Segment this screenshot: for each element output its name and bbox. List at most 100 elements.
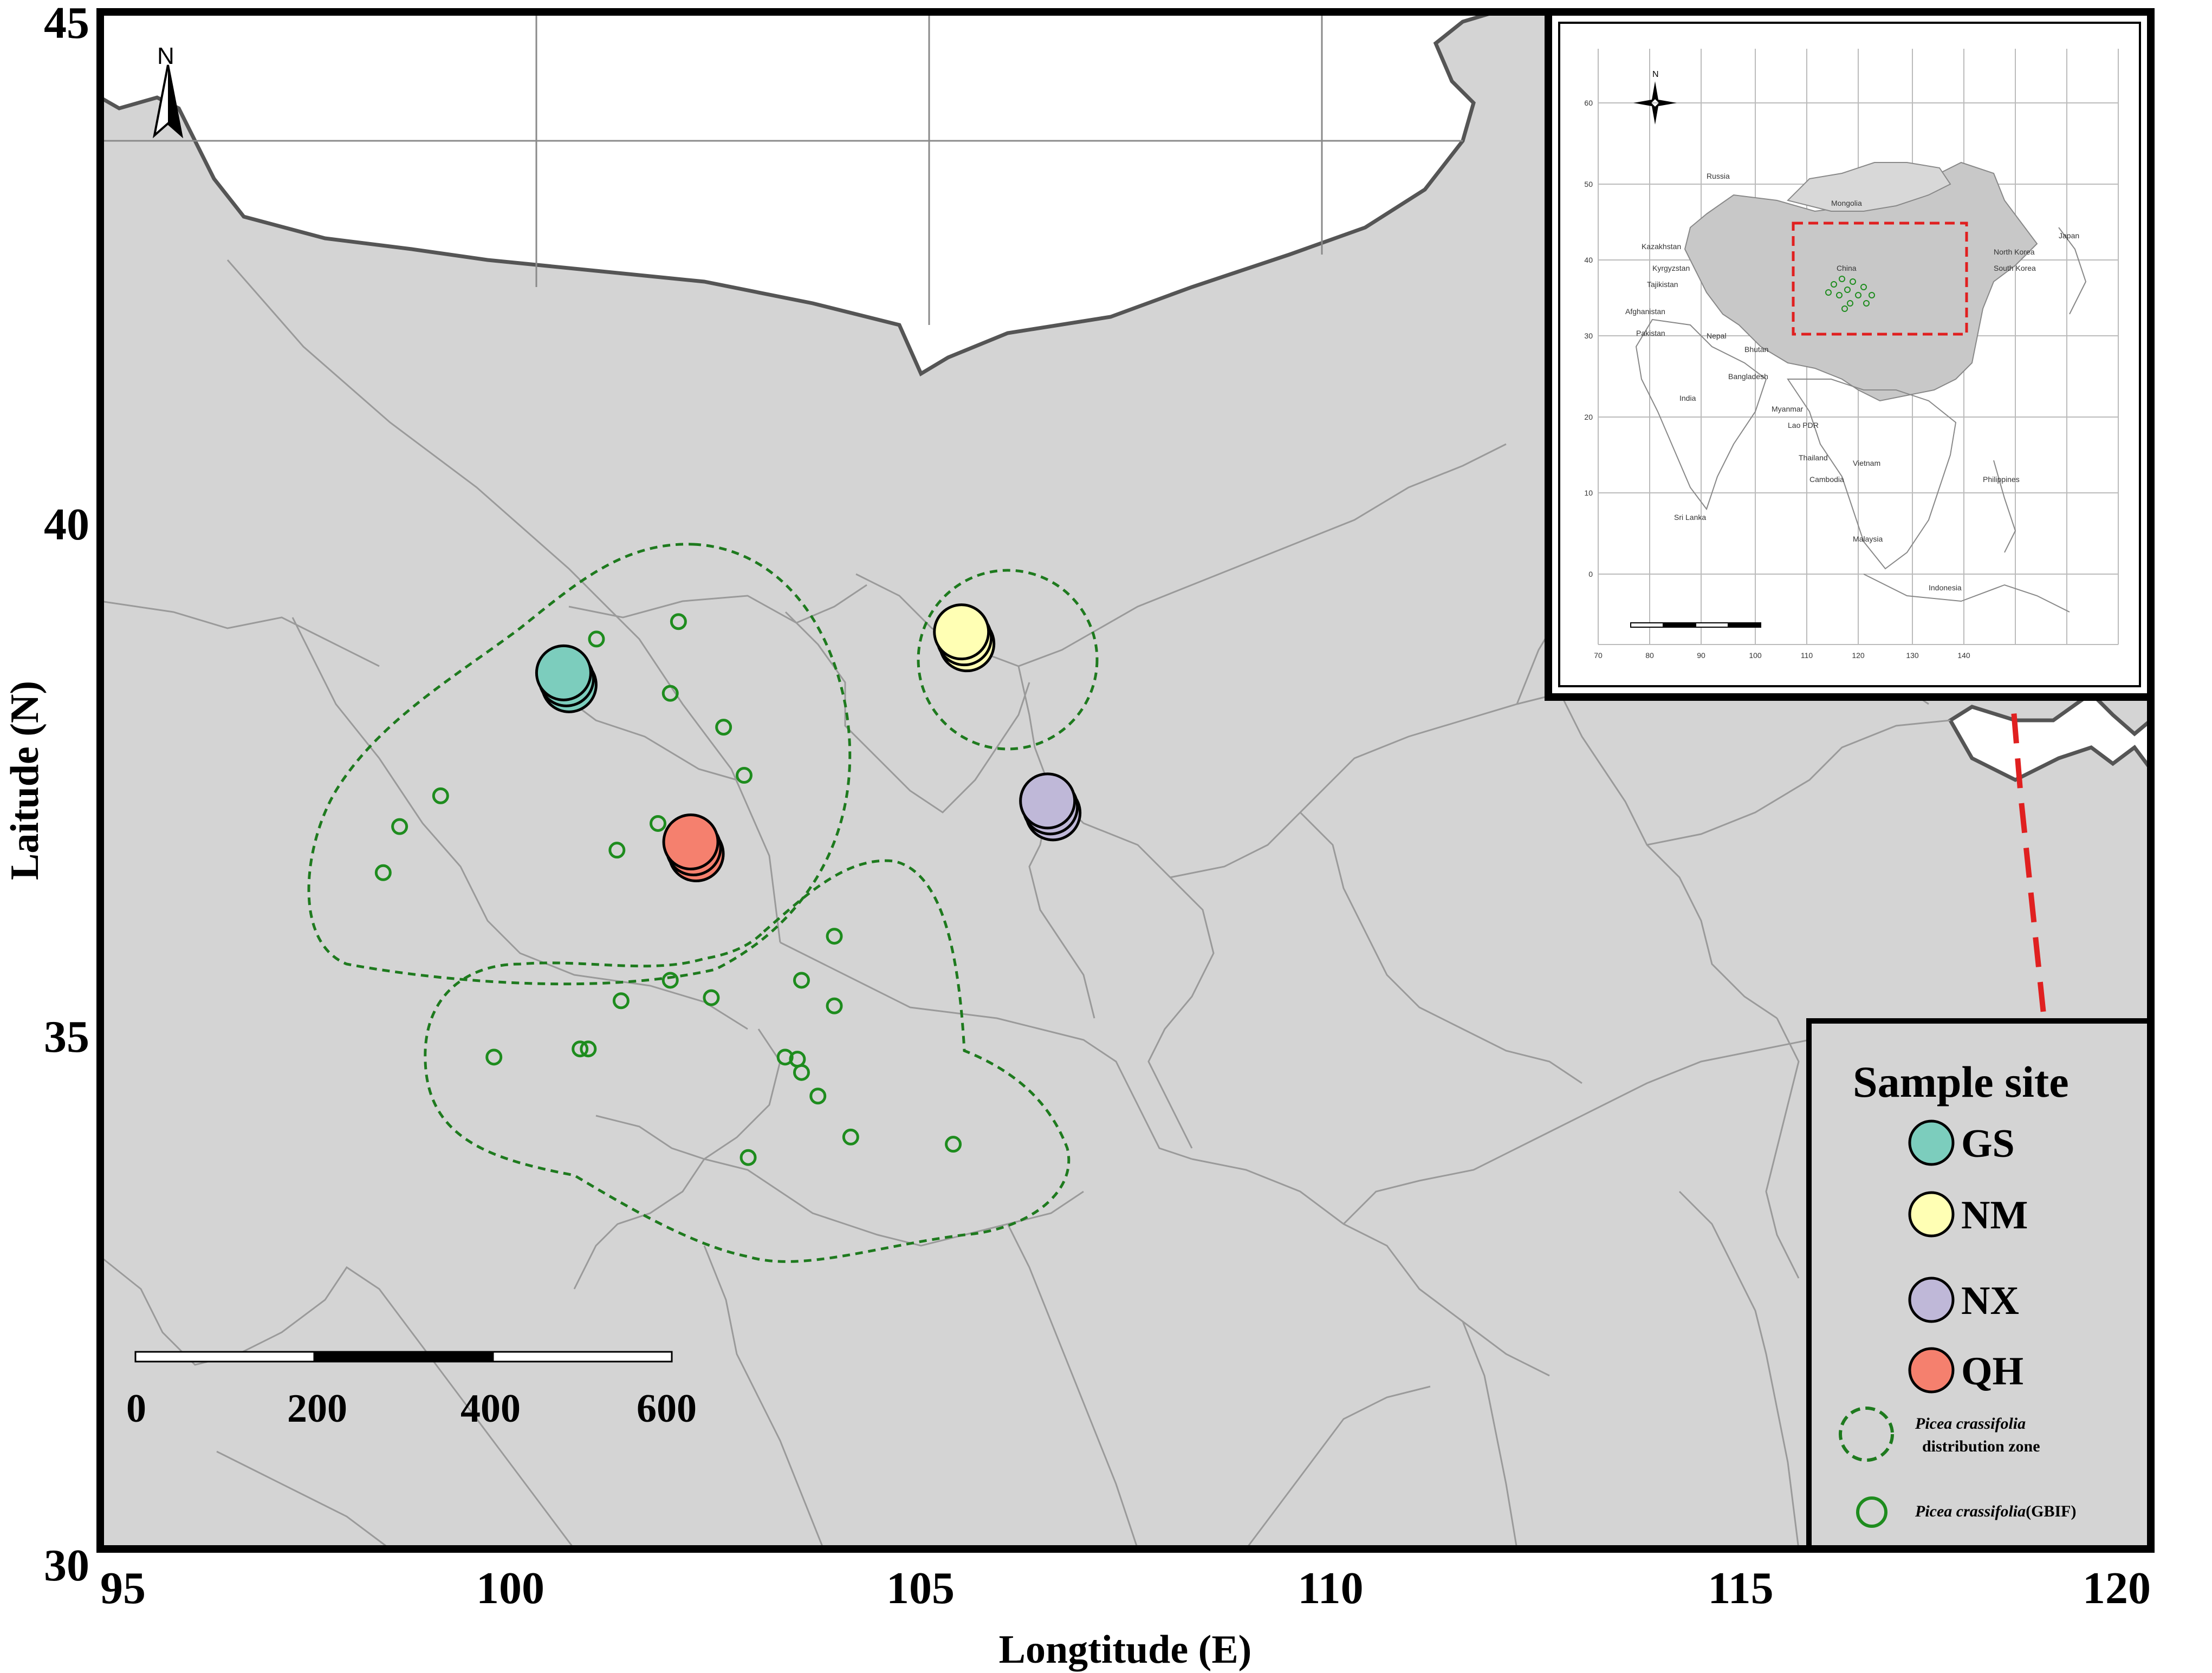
- inset-lon-tick: 80: [1645, 651, 1654, 660]
- inset-country-label: Japan: [2059, 231, 2079, 240]
- inset-study-area: [1792, 222, 1968, 336]
- scale-label-200: 200: [287, 1386, 347, 1431]
- legend-site-label: NM: [1961, 1193, 2028, 1238]
- inset-lat-tick: 60: [1584, 99, 1593, 107]
- inset-country-label: Cambodia: [1809, 475, 1844, 484]
- inset-lon-tick: 120: [1852, 651, 1865, 660]
- legend-gbif-icon: [1856, 1496, 1887, 1528]
- x-tick-label: 110: [1298, 1563, 1363, 1613]
- inset-country-label: Indonesia: [1929, 583, 1962, 592]
- gbif-point: [650, 815, 667, 832]
- distribution-zones: [307, 543, 1099, 1263]
- inset-labels: Mongolia China India Nepal Bhutan Bangladesh M…: [1584, 99, 2079, 660]
- inset-graticule: [1598, 49, 2119, 645]
- y-axis-ticks: 30 35 40 45: [44, 0, 89, 1591]
- gbif-points: [374, 613, 962, 1166]
- inset-country-label: Tajikistan: [1647, 280, 1678, 289]
- legend-title: Sample site: [1853, 1057, 2069, 1106]
- gbif-point: [703, 989, 720, 1006]
- y-tick-label: 35: [44, 1012, 89, 1062]
- gbif-point: [572, 1040, 589, 1058]
- legend-site-label: NX: [1961, 1279, 2019, 1323]
- gbif-point: [374, 864, 392, 881]
- y-tick-label: 30: [44, 1540, 89, 1591]
- inset-mongolia: [1787, 162, 1951, 212]
- inset-north-icon: N: [1633, 70, 1677, 125]
- scale-bar: 0 200 400 600: [126, 1351, 697, 1431]
- gbif-point: [670, 613, 687, 630]
- inset-country-label: Mongolia: [1831, 199, 1862, 207]
- distribution-zone-south: [424, 859, 1071, 1263]
- graticule: [100, 12, 1463, 325]
- legend-zone-text: distribution zone: [1922, 1437, 2040, 1455]
- inset-country-label: China: [1837, 264, 1857, 272]
- inset-lon-tick: 100: [1749, 651, 1762, 660]
- sample-site-gs: [535, 644, 598, 713]
- inset-country-label: Nepal: [1707, 331, 1727, 340]
- gbif-point: [661, 972, 679, 989]
- inset-country-label: Philippines: [1983, 475, 2020, 484]
- scale-label-0: 0: [126, 1386, 146, 1431]
- inset-country-label: Russia: [1707, 172, 1730, 180]
- gbif-point: [391, 818, 408, 835]
- gbif-point: [740, 1149, 757, 1166]
- legend-zone-icon: [1839, 1407, 1894, 1462]
- x-axis-title: Longtitude (E): [999, 1628, 1252, 1672]
- legend-site-label: GS: [1961, 1122, 2015, 1166]
- inset-gbif-cluster: [1825, 276, 1875, 312]
- map-frame: [96, 8, 2155, 1553]
- scale-label-400: 400: [460, 1386, 521, 1431]
- x-axis-ticks: 95 100 105 110 115 120: [100, 1563, 2151, 1613]
- gbif-point: [826, 997, 843, 1014]
- gbif-point: [485, 1049, 503, 1066]
- inset-country-label: Lao PDR: [1788, 421, 1819, 429]
- gbif-point: [608, 842, 626, 859]
- y-tick-label: 45: [44, 0, 89, 48]
- inset-country-label: North Korea: [1994, 248, 2035, 256]
- north-arrow: N: [152, 43, 184, 139]
- x-tick-label: 120: [2083, 1563, 2151, 1613]
- inset-country-label: Malaysia: [1853, 535, 1883, 543]
- sample-site-qh: [662, 813, 725, 883]
- gbif-point: [715, 719, 732, 736]
- gbif-point: [793, 1064, 810, 1081]
- gbif-point: [842, 1128, 859, 1145]
- gbif-point: [793, 972, 810, 989]
- inset-lat-tick: 20: [1584, 413, 1593, 421]
- gbif-point: [612, 992, 630, 1010]
- x-tick-label: 115: [1708, 1563, 1773, 1613]
- scale-label-600: 600: [637, 1386, 697, 1431]
- gbif-point: [588, 630, 605, 648]
- gbif-point: [735, 767, 753, 784]
- gbif-point: [776, 1049, 794, 1066]
- north-arrow-label: N: [157, 43, 174, 69]
- sample-site-nm: [933, 603, 996, 673]
- inset-country-label: Kazakhstan: [1642, 242, 1681, 251]
- inset-country-label: Pakistan: [1636, 329, 1665, 337]
- coastline-north: [99, 10, 1496, 377]
- legend-zone-species: Picea crassifolia: [1915, 1415, 2026, 1433]
- legend-site-icon: [1908, 1277, 1955, 1323]
- gbif-point: [809, 1088, 827, 1105]
- legend-gbif-label: Picea crassifolia(GBIF): [1915, 1502, 2076, 1520]
- legend: Sample site GS NM NX QH Picea crassifolia d…: [1806, 1018, 2153, 1552]
- sample-sites: [535, 603, 1082, 883]
- inset-lat-tick: 10: [1584, 489, 1593, 497]
- distribution-zone-west: [307, 543, 852, 986]
- inset-lon-tick: 90: [1697, 651, 1705, 660]
- inset-country-label: South Korea: [1994, 264, 2036, 272]
- inset-lon-tick: 140: [1957, 651, 1970, 660]
- inset-southeast-asia: [1787, 379, 1957, 570]
- gbif-point: [826, 928, 843, 945]
- inset-country-label: India: [1679, 394, 1696, 402]
- inset-country-label: Myanmar: [1772, 405, 1804, 413]
- inset-lat-tick: 50: [1584, 180, 1593, 188]
- x-tick-label: 100: [476, 1563, 544, 1613]
- gbif-point: [661, 685, 679, 702]
- inset-country-label: Kyrgyzstan: [1652, 264, 1690, 272]
- inset-india: [1635, 318, 1767, 511]
- inset-country-label: Vietnam: [1853, 459, 1880, 467]
- inset-country-label: Bangladesh: [1728, 372, 1768, 381]
- inset-country-label: Thailand: [1799, 453, 1828, 462]
- legend-site-icon: [1908, 1347, 1955, 1394]
